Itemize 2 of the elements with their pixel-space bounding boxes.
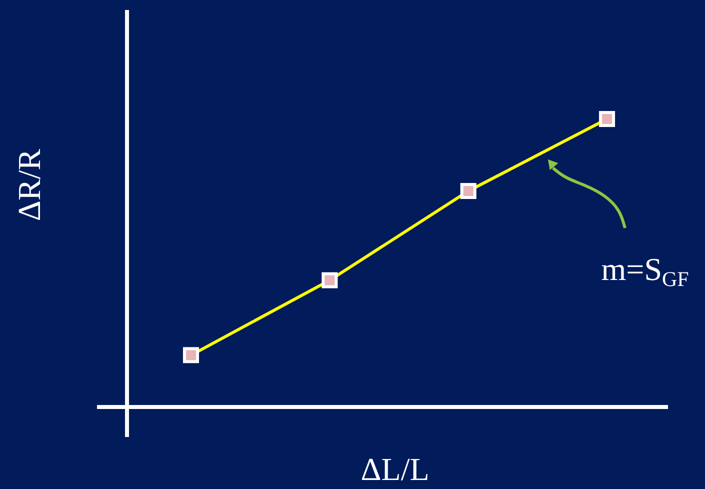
y-axis-title: ΔR/R: [11, 148, 47, 222]
x-axis-title: ΔL/L: [360, 451, 430, 487]
